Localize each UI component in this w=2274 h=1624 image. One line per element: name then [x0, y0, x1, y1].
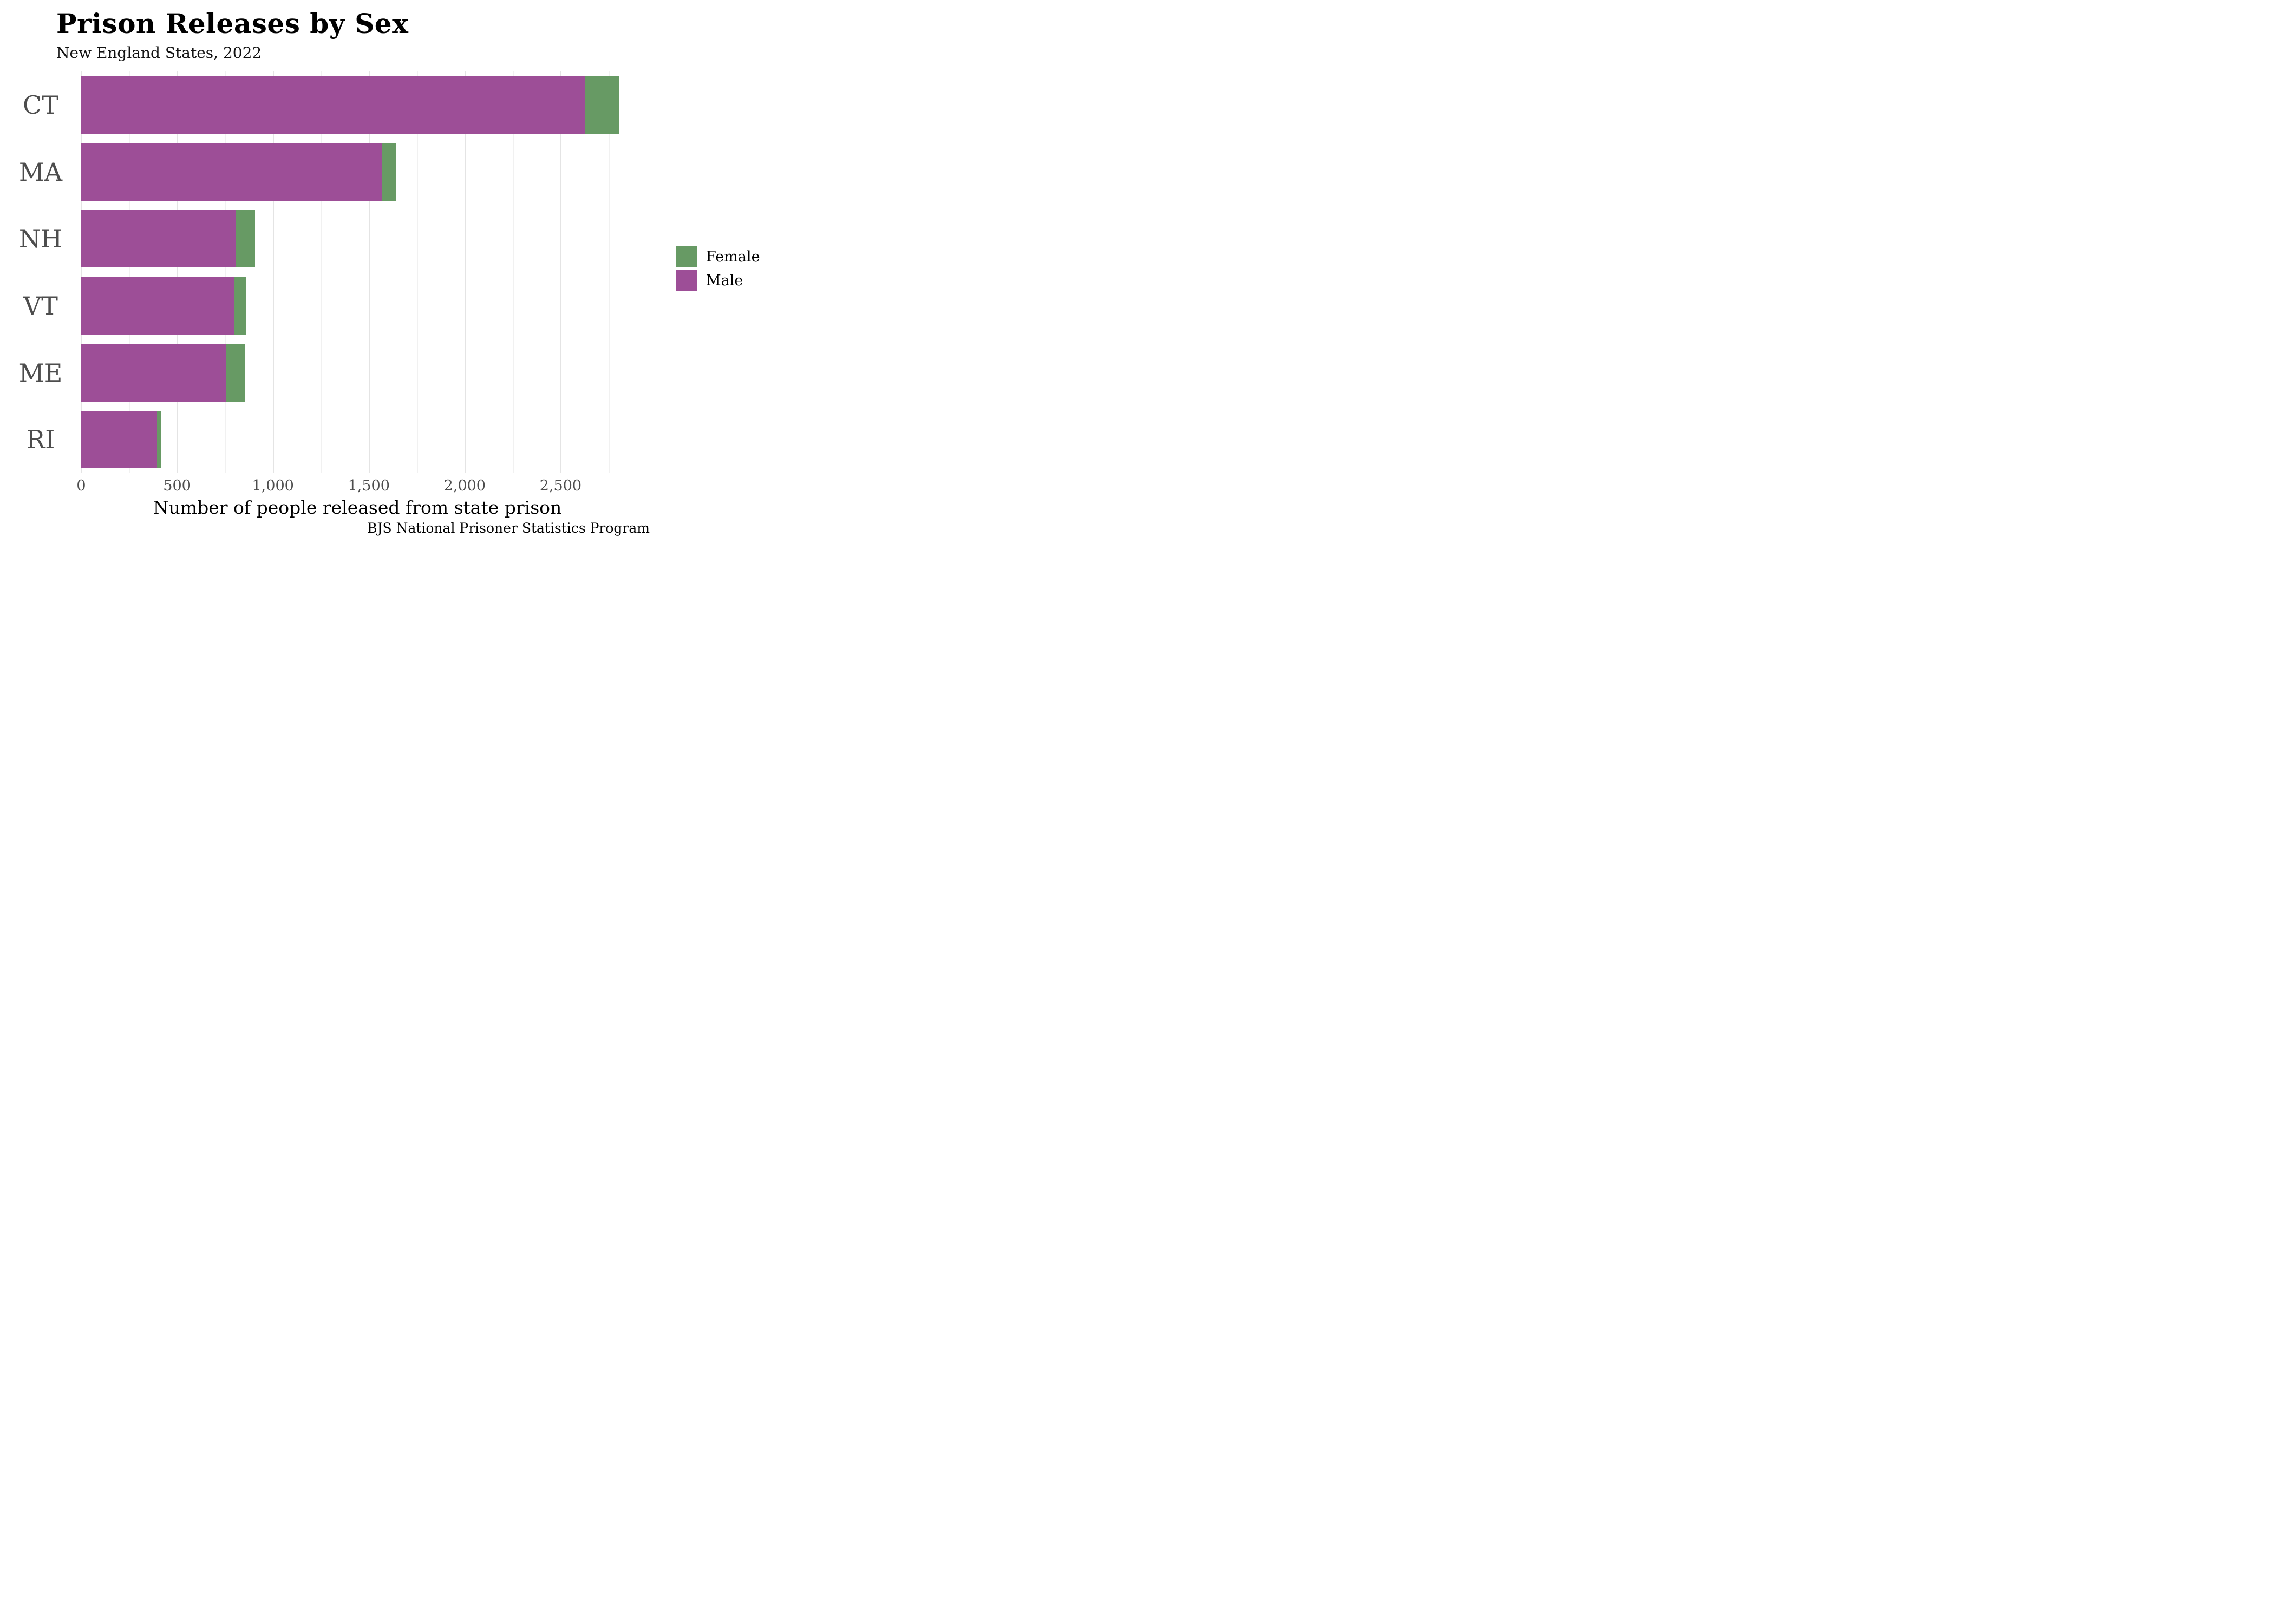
- gridline-major: [560, 71, 562, 473]
- gridline-major: [81, 71, 82, 473]
- stacked-bar-ct: [81, 76, 633, 134]
- gridline-minor: [608, 71, 610, 473]
- stacked-bar-ma: [81, 143, 633, 201]
- x-axis-title: Number of people released from state pri…: [153, 497, 562, 518]
- bar-segment-male-me: [81, 344, 226, 402]
- bar-row-me: [81, 339, 633, 407]
- x-tick-label-0: 0: [76, 477, 86, 494]
- bar-row-ct: [81, 71, 633, 139]
- chart-title: Prison Releases by Sex: [56, 8, 409, 40]
- legend-item-male: Male: [676, 269, 760, 292]
- bar-row-nh: [81, 205, 633, 272]
- legend-swatch-female: [676, 246, 697, 267]
- y-axis-label-ri: RI: [26, 425, 55, 455]
- gridline-major: [177, 71, 179, 473]
- legend-label-male: Male: [706, 272, 743, 289]
- stacked-bar-ri: [81, 411, 633, 469]
- x-axis: 0 500 1,000 1,500 2,000 2,500: [76, 473, 633, 497]
- bar-segment-female-vt: [234, 277, 246, 335]
- gridline-minor: [225, 71, 226, 473]
- bar-segment-male-nh: [81, 210, 236, 268]
- gridline-major: [273, 71, 275, 473]
- gridline-minor: [416, 71, 418, 473]
- y-axis-label-me: ME: [18, 358, 63, 388]
- bar-segment-male-ct: [81, 76, 586, 134]
- gridline-major: [369, 71, 370, 473]
- y-axis-labels: CT MA NH VT ME RI: [0, 71, 81, 473]
- gridlines: [81, 71, 633, 473]
- bar-segment-male-vt: [81, 277, 235, 335]
- x-tick-label-2,000: 2,000: [443, 477, 486, 494]
- bar-segment-female-nh: [236, 210, 255, 268]
- bar-segment-female-ct: [585, 76, 619, 134]
- bar-segment-male-ma: [81, 143, 383, 201]
- chart-subtitle: New England States, 2022: [56, 44, 262, 62]
- bar-row-ri: [81, 406, 633, 473]
- source-caption: BJS National Prisoner Statistics Program: [367, 520, 650, 536]
- y-axis-label-ma: MA: [18, 157, 63, 187]
- stacked-bar-nh: [81, 210, 633, 268]
- bar-segment-female-ri: [156, 411, 161, 469]
- x-tick-label-500: 500: [163, 477, 191, 494]
- plot-region: CT MA NH VT ME RI: [0, 71, 758, 473]
- plot-panel: [81, 71, 633, 473]
- legend-label-female: Female: [706, 248, 760, 265]
- bar-row-ma: [81, 139, 633, 206]
- bar-segment-female-me: [226, 344, 245, 402]
- gridline-minor: [129, 71, 130, 473]
- bar-rows: [81, 71, 633, 473]
- bar-row-vt: [81, 272, 633, 339]
- gridline-minor: [512, 71, 514, 473]
- x-tick-label-2,500: 2,500: [539, 477, 582, 494]
- legend: Female Male: [676, 245, 760, 292]
- gridline-major: [465, 71, 466, 473]
- x-tick-label-1,500: 1,500: [348, 477, 390, 494]
- bar-segment-male-ri: [81, 411, 157, 469]
- legend-item-female: Female: [676, 245, 760, 269]
- bar-segment-female-ma: [382, 143, 396, 201]
- y-axis-label-ct: CT: [23, 90, 58, 120]
- y-axis-label-nh: NH: [18, 224, 63, 254]
- y-axis-label-vt: VT: [23, 291, 58, 320]
- stacked-bar-vt: [81, 277, 633, 335]
- gridline-minor: [321, 71, 322, 473]
- figure: Prison Releases by Sex New England State…: [0, 0, 760, 541]
- legend-swatch-male: [676, 270, 697, 291]
- stacked-bar-me: [81, 344, 633, 402]
- x-tick-label-1,000: 1,000: [252, 477, 294, 494]
